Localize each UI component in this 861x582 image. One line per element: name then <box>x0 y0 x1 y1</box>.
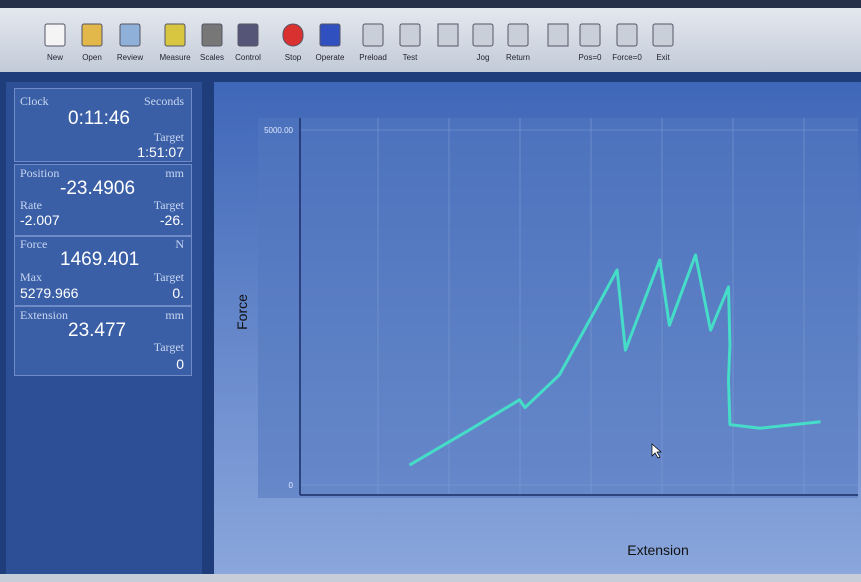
toolbar-button-label[interactable]: New <box>47 53 63 62</box>
toolbar-icon[interactable] <box>473 24 493 46</box>
position-value: -23.4906 <box>60 178 135 200</box>
clock-value: 0:11:46 <box>68 108 130 130</box>
position-target: -26. <box>160 212 184 228</box>
toolbar-button-label[interactable]: Return <box>506 53 530 62</box>
toolbar-button-label[interactable]: Jog <box>477 53 490 62</box>
toolbar-icon[interactable] <box>202 24 222 46</box>
toolbar-button-label[interactable]: Pos=0 <box>579 53 602 62</box>
toolbar-icon[interactable] <box>508 24 528 46</box>
toolbar-icon[interactable] <box>363 24 383 46</box>
toolbar-button-label[interactable]: Force=0 <box>612 53 642 62</box>
toolbar-icon[interactable] <box>617 24 637 46</box>
clock-unit: Seconds <box>144 94 184 109</box>
force-value: 1469.401 <box>60 249 139 271</box>
toolbar-button-label[interactable]: Test <box>403 53 418 62</box>
clock-target-label: Target <box>154 130 184 145</box>
status-bar <box>0 574 861 582</box>
toolbar-icon[interactable] <box>580 24 600 46</box>
x-axis-label: Extension <box>627 542 688 558</box>
y-tick-label: 0 <box>289 481 294 490</box>
toolbar-icon[interactable] <box>82 24 102 46</box>
extension-unit: mm <box>165 308 184 323</box>
extension-value: 23.477 <box>68 320 126 342</box>
extension-target-label: Target <box>154 340 184 355</box>
toolbar-icon[interactable] <box>320 24 340 46</box>
extension-label: Extension <box>20 308 68 323</box>
position-target-label: Target <box>154 198 184 213</box>
toolbar-button-label[interactable]: Exit <box>656 53 670 62</box>
top-edge <box>0 0 861 8</box>
toolbar-button-label[interactable]: Stop <box>285 53 302 62</box>
function-key-icon[interactable] <box>438 24 458 46</box>
toolbar-button-label[interactable]: Control <box>235 53 261 62</box>
toolbar-icon[interactable] <box>238 24 258 46</box>
plot-area <box>258 118 858 498</box>
toolbar-icon[interactable] <box>45 24 65 46</box>
rate-label: Rate <box>20 198 42 213</box>
function-key-icon[interactable] <box>548 24 568 46</box>
position-label: Position <box>20 166 59 181</box>
toolbar-icon[interactable] <box>653 24 673 46</box>
toolbar-button-label[interactable]: Scales <box>200 53 224 62</box>
page: New Open Review Measure Scales Control Stop Ope… <box>0 0 861 582</box>
force-label: Force <box>20 237 47 252</box>
toolbar-button-label[interactable]: Open <box>82 53 102 62</box>
toolbar-icon[interactable] <box>283 24 303 46</box>
toolbar-button-label[interactable]: Measure <box>159 53 191 62</box>
y-axis-label: Force <box>234 294 250 330</box>
toolbar-icon[interactable] <box>165 24 185 46</box>
extension-target: 0 <box>176 356 184 372</box>
position-unit: mm <box>165 166 184 181</box>
clock-target: 1:51:07 <box>137 144 184 160</box>
toolbar-button-label[interactable]: Operate <box>316 53 345 62</box>
toolbar-icon[interactable] <box>400 24 420 46</box>
clock-label: Clock <box>20 94 49 109</box>
y-tick-label: 5000.00 <box>264 126 293 135</box>
max-value: 5279.966 <box>20 285 78 301</box>
toolbar-button-label[interactable]: Preload <box>359 53 387 62</box>
force-target: 0. <box>172 285 184 301</box>
rate-value: -2.007 <box>20 212 60 228</box>
force-unit: N <box>175 237 184 252</box>
force-target-label: Target <box>154 270 184 285</box>
toolbar-icon[interactable] <box>120 24 140 46</box>
max-label: Max <box>20 270 42 285</box>
toolbar-button-label[interactable]: Review <box>117 53 143 62</box>
